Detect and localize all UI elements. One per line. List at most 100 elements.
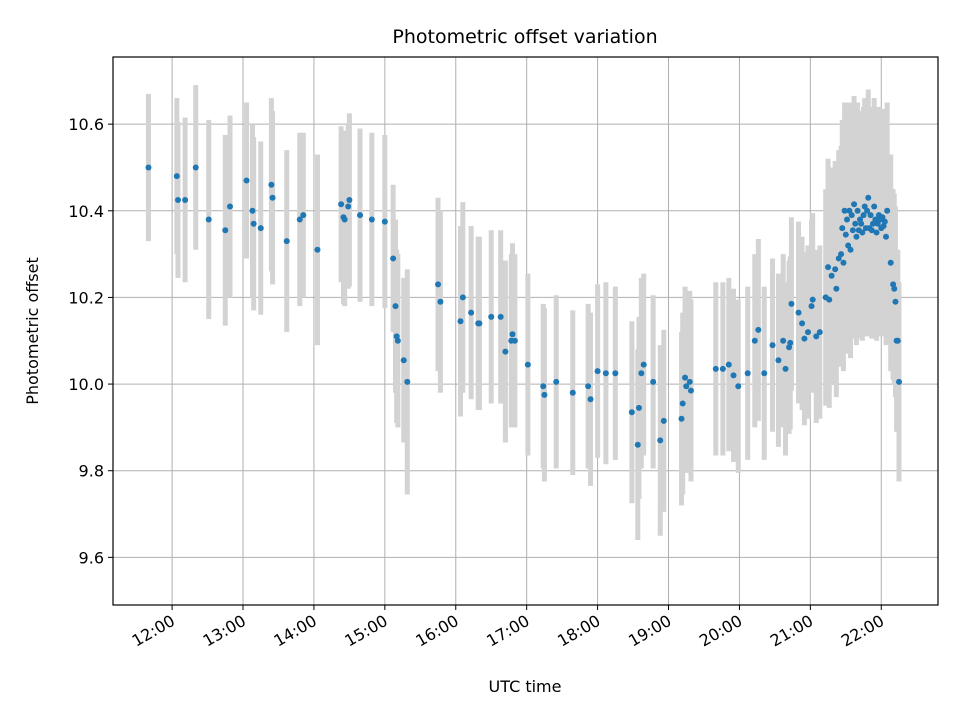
- data-point: [145, 164, 152, 171]
- data-point: [842, 231, 849, 238]
- data-points: [145, 164, 902, 448]
- data-point: [816, 329, 823, 336]
- data-point: [751, 337, 758, 344]
- data-point: [825, 264, 832, 271]
- data-point: [468, 309, 475, 316]
- data-point: [761, 370, 768, 377]
- data-point: [769, 342, 776, 349]
- data-point: [679, 400, 686, 407]
- data-point: [476, 320, 483, 327]
- data-point: [497, 313, 504, 320]
- data-point: [865, 194, 872, 201]
- data-point: [744, 370, 751, 377]
- data-point: [345, 203, 352, 210]
- data-point: [826, 296, 833, 303]
- chart-title: Photometric offset variation: [392, 26, 657, 48]
- data-point: [257, 225, 264, 232]
- data-point: [457, 318, 464, 325]
- data-point: [341, 216, 348, 223]
- data-point: [892, 298, 899, 305]
- data-point: [381, 218, 388, 225]
- data-point: [813, 333, 820, 340]
- data-point: [587, 396, 594, 403]
- data-point: [868, 227, 875, 234]
- data-point: [840, 259, 847, 266]
- y-tick-label: 10.0: [68, 375, 104, 394]
- data-point: [851, 201, 858, 208]
- data-point: [459, 294, 466, 301]
- data-point: [635, 404, 642, 411]
- data-point: [657, 437, 664, 444]
- data-point: [881, 218, 888, 225]
- data-point: [205, 216, 212, 223]
- data-point: [719, 365, 726, 372]
- data-point: [843, 216, 850, 223]
- data-point: [594, 368, 601, 375]
- data-point: [891, 285, 898, 292]
- data-point: [182, 196, 189, 203]
- data-point: [243, 177, 250, 184]
- data-point: [884, 207, 891, 214]
- data-point: [775, 357, 782, 364]
- data-point: [227, 203, 234, 210]
- data-point: [859, 229, 866, 236]
- data-point: [660, 417, 667, 424]
- data-point: [346, 196, 353, 203]
- data-point: [867, 212, 874, 219]
- data-point: [839, 225, 846, 232]
- data-point: [860, 212, 867, 219]
- data-point: [852, 220, 859, 227]
- data-point: [858, 220, 865, 227]
- data-point: [895, 378, 902, 385]
- data-point: [687, 387, 694, 394]
- data-point: [808, 303, 815, 310]
- data-point: [175, 196, 182, 203]
- data-point: [640, 361, 647, 368]
- y-tick-label: 10.6: [68, 115, 104, 134]
- data-point: [683, 383, 690, 390]
- data-point: [725, 361, 732, 368]
- data-point: [788, 300, 795, 307]
- y-tick-label: 9.6: [79, 548, 104, 567]
- data-point: [394, 337, 401, 344]
- data-point: [871, 203, 878, 210]
- plot-area-frame: [112, 56, 939, 606]
- data-point: [853, 233, 860, 240]
- data-point: [828, 272, 835, 279]
- y-axis-title: Photometric offset: [23, 257, 42, 405]
- data-point: [585, 383, 592, 390]
- data-point: [502, 348, 509, 355]
- y-tick-label: 10.4: [68, 202, 104, 221]
- data-point: [650, 378, 657, 385]
- data-point: [283, 238, 290, 245]
- y-axis-ticks: 9.6 9.8 10.0 10.2 10.4 10.6: [68, 115, 113, 567]
- data-point: [569, 389, 576, 396]
- data-point: [314, 246, 321, 253]
- data-point: [787, 339, 794, 346]
- data-point: [864, 207, 871, 214]
- data-point: [488, 313, 495, 320]
- data-point: [368, 216, 375, 223]
- data-point: [809, 296, 816, 303]
- data-point: [795, 309, 802, 316]
- data-point: [730, 372, 737, 379]
- data-point: [848, 212, 855, 219]
- data-point: [847, 246, 854, 253]
- data-point: [173, 173, 180, 180]
- data-point: [400, 357, 407, 364]
- data-point: [357, 212, 364, 219]
- data-point: [849, 227, 856, 234]
- data-point: [887, 259, 894, 266]
- data-point: [509, 331, 516, 338]
- data-point: [854, 207, 861, 214]
- data-point: [192, 164, 199, 171]
- data-point: [511, 337, 518, 344]
- data-point: [541, 391, 548, 398]
- data-point: [686, 378, 693, 385]
- data-point: [612, 370, 619, 377]
- data-point: [524, 361, 531, 368]
- data-point: [435, 281, 442, 288]
- data-point: [540, 383, 547, 390]
- data-point: [799, 320, 806, 327]
